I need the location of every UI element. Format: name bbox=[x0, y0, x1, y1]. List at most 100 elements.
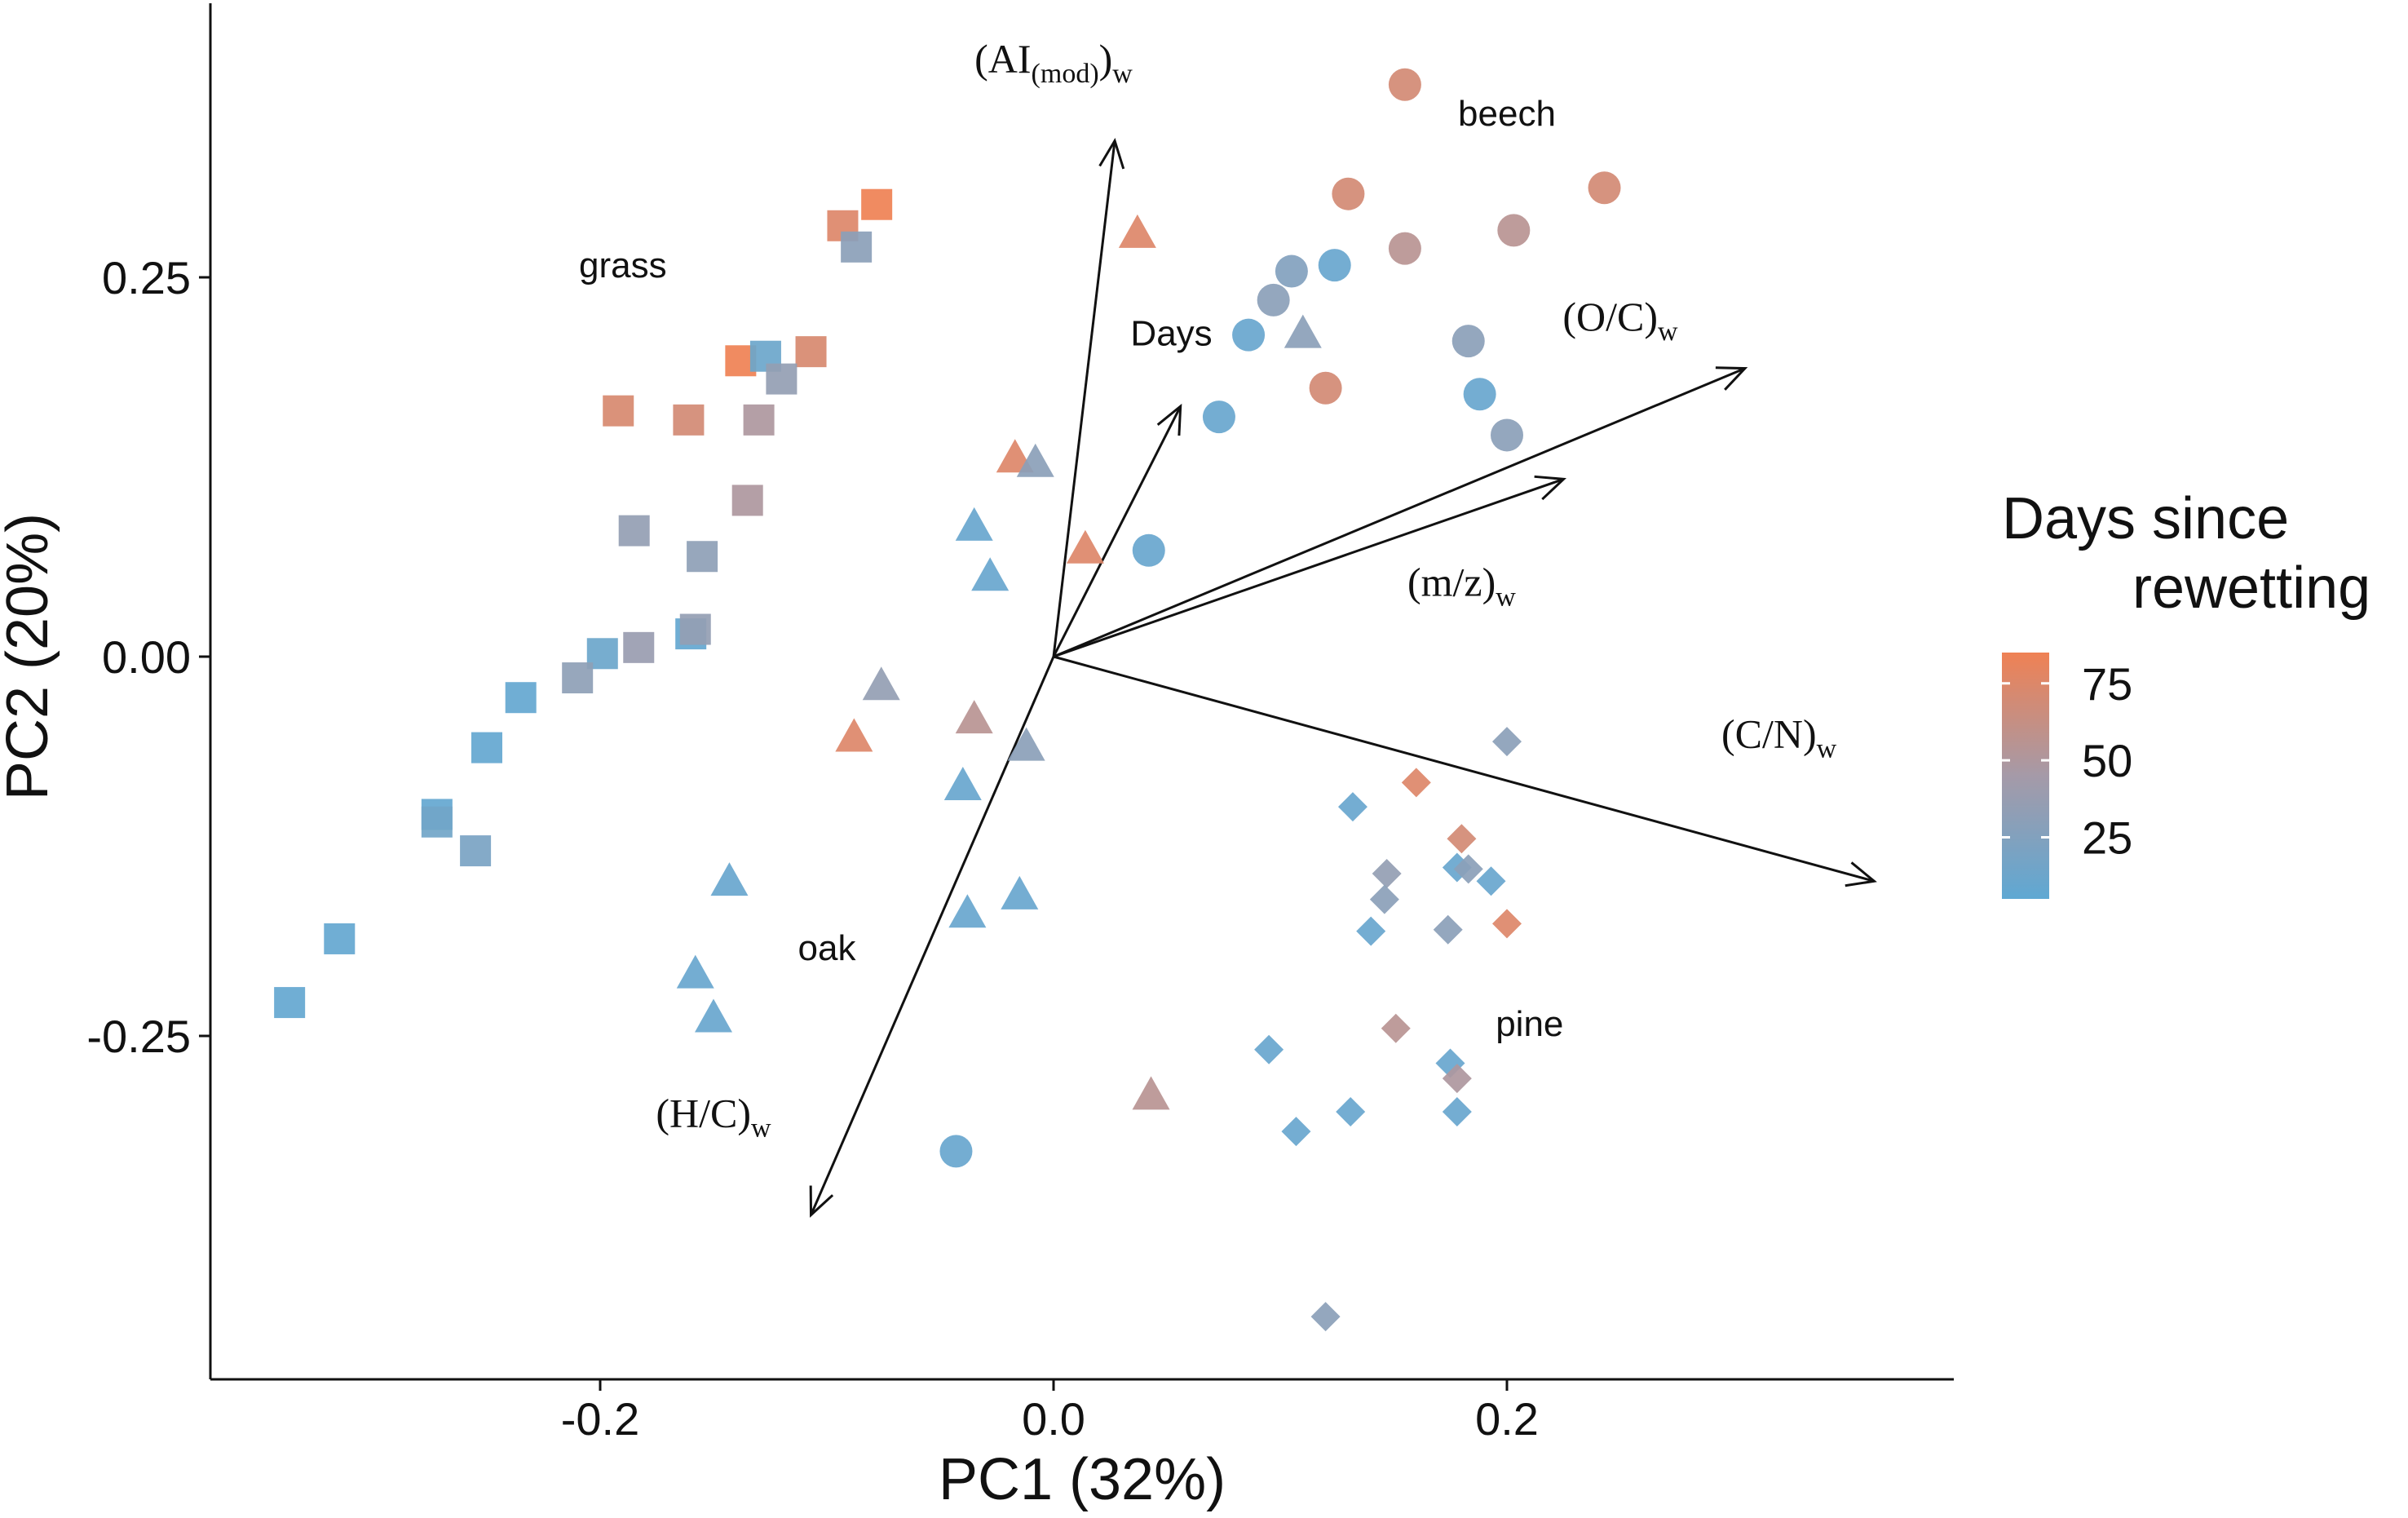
oak-point bbox=[1016, 443, 1054, 477]
oak-point bbox=[943, 766, 982, 800]
grass-point bbox=[795, 336, 827, 368]
vector-hcw: (H/C)w bbox=[656, 656, 1055, 1218]
vector-line bbox=[1052, 140, 1116, 657]
vector-arrowhead bbox=[1845, 861, 1877, 887]
series-grass bbox=[274, 188, 893, 1019]
y-ticks: -0.25 0.00 0.25 bbox=[86, 252, 210, 1062]
vector-label: (O/C)w bbox=[1562, 294, 1678, 347]
y-axis-title: PC2 (20%) bbox=[0, 513, 60, 800]
pine-point bbox=[1433, 914, 1463, 945]
oak-point bbox=[835, 718, 873, 752]
pine-point bbox=[1281, 1117, 1311, 1147]
oak-point bbox=[955, 507, 993, 541]
beech-point bbox=[1388, 232, 1421, 265]
pine-point bbox=[1476, 866, 1506, 896]
legend-title-line1: Days since bbox=[2002, 486, 2289, 551]
pine-point bbox=[1310, 1302, 1341, 1332]
grass-point bbox=[673, 404, 705, 436]
vector-label: (C/N)w bbox=[1721, 711, 1837, 764]
oak-point bbox=[1001, 875, 1039, 909]
vector-line bbox=[810, 656, 1055, 1216]
oak-point bbox=[695, 998, 732, 1033]
grass-point bbox=[861, 188, 893, 220]
oak-point bbox=[948, 894, 987, 928]
grass-point bbox=[421, 806, 453, 838]
grass-point bbox=[505, 682, 537, 714]
beech-point bbox=[1202, 401, 1235, 434]
oak-point bbox=[1132, 1076, 1170, 1110]
legend-colorbar bbox=[2002, 653, 2049, 899]
pine-point bbox=[1356, 916, 1386, 946]
series-oak bbox=[676, 214, 1322, 1110]
grass-point bbox=[460, 835, 492, 867]
legend-ticks: 75 50 25 bbox=[2002, 658, 2132, 864]
grass-point bbox=[743, 404, 775, 436]
grass-point bbox=[841, 231, 873, 263]
plot-axes bbox=[209, 3, 1954, 1381]
vector-label: (H/C)w bbox=[656, 1091, 771, 1144]
pine-point bbox=[1442, 1064, 1472, 1094]
y-tick-label: 0.25 bbox=[102, 252, 191, 303]
beech-point bbox=[1309, 371, 1342, 405]
pine-point bbox=[1372, 858, 1402, 888]
pine-point bbox=[1337, 792, 1367, 822]
vector-line bbox=[1052, 405, 1182, 657]
beech-point bbox=[1132, 533, 1165, 567]
x-tick-label: 0.2 bbox=[1475, 1393, 1539, 1445]
grass-point bbox=[623, 631, 655, 663]
group-label-oak: oak bbox=[798, 928, 857, 968]
pine-point bbox=[1254, 1034, 1284, 1064]
grass-point bbox=[562, 662, 594, 694]
pine-point bbox=[1336, 1097, 1366, 1126]
oak-point bbox=[862, 666, 900, 701]
pine-point bbox=[1369, 884, 1399, 914]
grass-point bbox=[618, 515, 650, 547]
vector-arrowhead bbox=[809, 1185, 834, 1218]
oak-point bbox=[955, 700, 993, 734]
data-points bbox=[274, 68, 1621, 1332]
oak-point bbox=[710, 862, 749, 896]
series-pine bbox=[1254, 727, 1522, 1332]
pine-point bbox=[1442, 1097, 1472, 1126]
grass-point bbox=[603, 395, 634, 427]
beech-point bbox=[1451, 325, 1485, 358]
y-tick-label: -0.25 bbox=[86, 1011, 191, 1062]
pine-point bbox=[1492, 909, 1522, 939]
vector-ocw: (O/C)w bbox=[1053, 294, 1748, 658]
x-tick-label: 0.0 bbox=[1022, 1393, 1085, 1445]
group-label-grass: grass bbox=[579, 246, 667, 285]
oak-point bbox=[971, 557, 1010, 591]
grass-point bbox=[687, 541, 718, 573]
beech-point bbox=[1275, 254, 1308, 288]
beech-point bbox=[1232, 318, 1266, 352]
vector-line bbox=[1053, 477, 1564, 658]
legend-title-line2: rewetting bbox=[2132, 555, 2370, 621]
legend-tick-label: 50 bbox=[2082, 735, 2132, 786]
vector-label: (m/z)w bbox=[1407, 560, 1516, 613]
oak-point bbox=[1066, 529, 1104, 564]
x-ticks: -0.2 0.0 0.2 bbox=[561, 1379, 1539, 1445]
vector-arrowhead bbox=[1534, 475, 1566, 501]
oak-point bbox=[1007, 727, 1045, 761]
pine-point bbox=[1447, 824, 1477, 854]
grass-point bbox=[731, 485, 763, 516]
grass-point bbox=[274, 987, 306, 1019]
group-label-beech: beech bbox=[1458, 94, 1556, 134]
series-beech bbox=[939, 68, 1621, 1168]
beech-point bbox=[1588, 171, 1621, 205]
beech-point bbox=[1332, 177, 1365, 210]
vector-line bbox=[1053, 367, 1746, 658]
pine-point bbox=[1492, 727, 1522, 757]
vector-aimodw: (AI(mod))w bbox=[974, 36, 1133, 657]
vector-mzw: (m/z)w bbox=[1053, 475, 1566, 658]
group-label-pine: pine bbox=[1496, 1004, 1563, 1044]
legend-tick-label: 25 bbox=[2082, 812, 2132, 864]
oak-point bbox=[1118, 214, 1156, 248]
pine-point bbox=[1453, 854, 1483, 884]
grass-point bbox=[766, 363, 798, 395]
vector-cnw: (C/N)w bbox=[1053, 655, 1877, 887]
oak-point bbox=[676, 954, 714, 989]
vector-label: (AI(mod))w bbox=[974, 36, 1133, 89]
beech-point bbox=[1318, 249, 1351, 282]
